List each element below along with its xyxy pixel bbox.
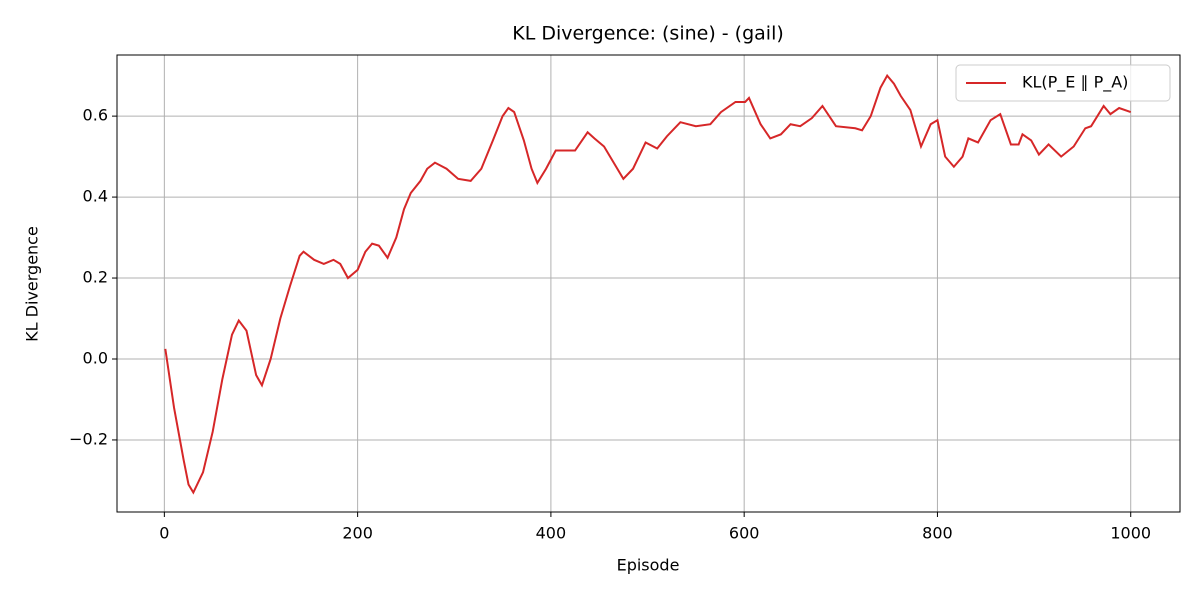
- x-tick-label: 800: [922, 524, 953, 543]
- legend-box: [955, 64, 1171, 102]
- x-tick-label: 200: [342, 524, 373, 543]
- legend-label: KL(P_E ∥ P_A): [1022, 73, 1128, 93]
- y-tick-label: 0.6: [83, 106, 108, 125]
- x-tick-label: 0: [159, 524, 169, 543]
- plot-frame: [116, 54, 1181, 513]
- chart-title: KL Divergence: (sine) - (gail): [512, 23, 784, 45]
- y-axis-label: KL Divergence: [23, 226, 42, 342]
- y-tick-label: 0.4: [83, 187, 108, 206]
- x-axis-label: Episode: [617, 556, 680, 575]
- x-tick-label: 1000: [1110, 524, 1151, 543]
- y-tick-label: −0.2: [69, 429, 108, 448]
- y-tick-label: 0.2: [83, 268, 108, 287]
- data-line: [164, 73, 1132, 495]
- x-tick-label: 600: [729, 524, 760, 543]
- y-tick-label: 0.0: [83, 348, 108, 367]
- x-tick-label: 400: [536, 524, 567, 543]
